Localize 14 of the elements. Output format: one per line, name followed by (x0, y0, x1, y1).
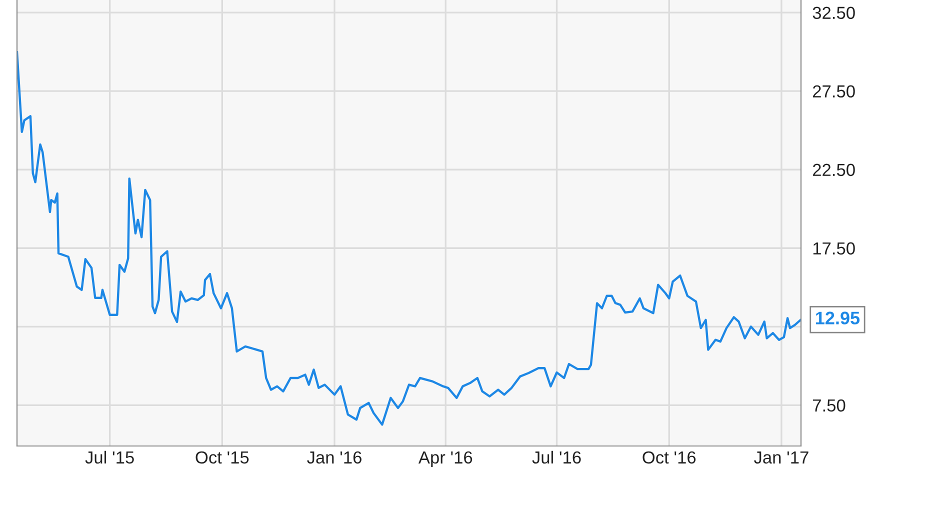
annotation: 12.95 (816, 312, 860, 324)
y-tick-label: 22.50 (812, 164, 855, 176)
y-tick-label: 7.50 (813, 399, 846, 412)
y-tick-label: 17.50 (813, 242, 855, 255)
y-tick-label: 27.50 (812, 85, 855, 98)
x-tick-label: Jul '15 (85, 450, 134, 464)
x-tick-label: Oct '16 (642, 451, 696, 464)
y-tick-label: 32.50 (812, 6, 855, 20)
x-tick-label: Jan '16 (307, 451, 362, 464)
x-tick-label: Jul '16 (532, 450, 581, 464)
x-tick-label: Jan '17 (754, 452, 808, 464)
x-tick-label: Apr '16 (418, 451, 472, 468)
x-tick-label: Oct '15 (196, 451, 249, 464)
line-series (17, 51, 801, 426)
